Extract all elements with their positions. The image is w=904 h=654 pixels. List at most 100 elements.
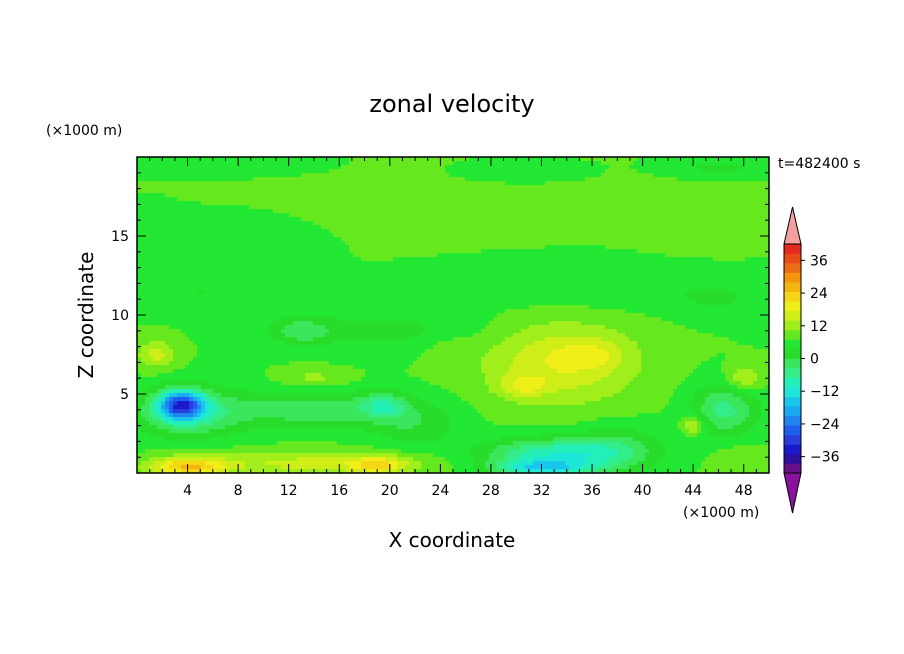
field-cell (293, 157, 298, 162)
field-cell (617, 157, 622, 162)
field-cell (605, 265, 610, 270)
field-cell (177, 173, 182, 178)
field-cell (545, 257, 550, 262)
field-cell (553, 197, 558, 202)
field-cell (201, 177, 206, 182)
field-cell (637, 157, 642, 162)
field-cell (329, 245, 334, 250)
field-cell (357, 169, 362, 174)
field-cell (537, 197, 542, 202)
field-cell (353, 205, 358, 210)
field-cell (421, 169, 426, 174)
field-cell (405, 169, 410, 174)
field-cell (169, 185, 174, 190)
field-cell (685, 177, 690, 182)
field-cell (493, 161, 498, 166)
field-cell (477, 265, 482, 270)
field-cell (197, 193, 202, 198)
field-cell (721, 193, 726, 198)
field-cell (169, 277, 174, 282)
field-cell (481, 233, 486, 238)
field-cell (137, 193, 142, 198)
field-cell (681, 189, 686, 194)
field-cell (565, 177, 570, 182)
field-cell (201, 261, 206, 266)
field-cell (669, 217, 674, 222)
field-cell (217, 241, 222, 246)
field-cell (517, 201, 522, 206)
field-cell (521, 265, 526, 270)
field-cell (225, 193, 230, 198)
field-cell (573, 273, 578, 278)
field-cell (597, 189, 602, 194)
field-cell (373, 273, 378, 278)
field-cell (341, 161, 346, 166)
field-cell (485, 241, 490, 246)
field-cell (205, 245, 210, 250)
field-cell (733, 269, 738, 274)
field-cell (545, 213, 550, 218)
field-cell (321, 269, 326, 274)
field-cell (157, 245, 162, 250)
field-cell (181, 189, 186, 194)
field-cell (201, 253, 206, 258)
field-cell (481, 269, 486, 274)
field-cell (233, 201, 238, 206)
field-cell (693, 189, 698, 194)
field-cell (629, 169, 634, 174)
field-cell (333, 257, 338, 262)
field-cell (145, 245, 150, 250)
field-cell (193, 181, 198, 186)
field-cell (697, 225, 702, 230)
field-cell (497, 225, 502, 230)
field-cell (653, 261, 658, 266)
field-cell (545, 209, 550, 214)
field-cell (601, 241, 606, 246)
field-cell (569, 229, 574, 234)
field-cell (429, 193, 434, 198)
field-cell (345, 233, 350, 238)
field-cell (249, 177, 254, 182)
field-cell (757, 181, 762, 186)
field-cell (613, 217, 618, 222)
field-cell (457, 209, 462, 214)
field-cell (257, 241, 262, 246)
field-cell (529, 169, 534, 174)
field-cell (329, 161, 334, 166)
field-cell (381, 169, 386, 174)
field-cell (509, 273, 514, 278)
field-cell (165, 217, 170, 222)
field-cell (241, 157, 246, 162)
field-cell (181, 217, 186, 222)
field-cell (365, 205, 370, 210)
field-cell (593, 177, 598, 182)
field-cell (593, 241, 598, 246)
field-cell (641, 217, 646, 222)
field-cell (557, 265, 562, 270)
field-cell (641, 185, 646, 190)
field-cell (201, 197, 206, 202)
field-cell (181, 197, 186, 202)
field-cell (457, 193, 462, 198)
field-cell (713, 201, 718, 206)
field-cell (653, 221, 658, 226)
field-cell (181, 193, 186, 198)
field-cell (621, 265, 626, 270)
field-cell (341, 201, 346, 206)
field-cell (541, 261, 546, 266)
field-cell (149, 225, 154, 230)
field-cell (141, 201, 146, 206)
field-cell (581, 241, 586, 246)
field-cell (533, 273, 538, 278)
field-cell (313, 269, 318, 274)
field-cell (261, 205, 266, 210)
field-cell (297, 209, 302, 214)
field-cell (665, 221, 670, 226)
field-cell (221, 233, 226, 238)
field-cell (365, 281, 370, 286)
field-cell (605, 189, 610, 194)
field-cell (585, 205, 590, 210)
field-cell (621, 233, 626, 238)
field-cell (513, 237, 518, 242)
field-cell (365, 265, 370, 270)
